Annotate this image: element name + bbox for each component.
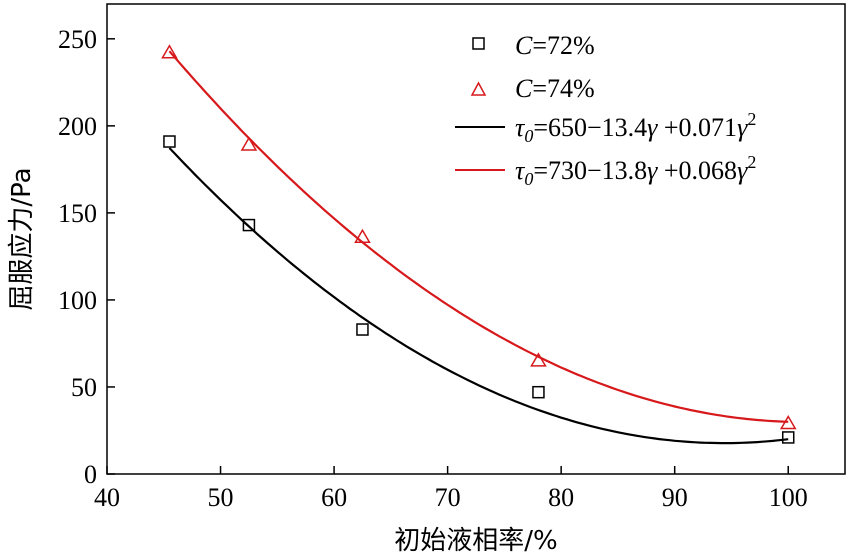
y-tick-label: 200	[58, 112, 97, 141]
x-tick-label: 90	[662, 483, 688, 512]
y-tick-label: 0	[84, 460, 97, 489]
y-tick-label: 250	[58, 25, 97, 54]
data-point-triangle	[530, 352, 547, 367]
fit-line-2	[168, 147, 789, 445]
data-markers	[161, 44, 797, 444]
y-axis-label: 屈服应力/Pa	[7, 167, 37, 310]
legend-label-c72: C=72%	[515, 31, 595, 60]
x-tick-label: 100	[769, 483, 808, 512]
legend-label-fit-74: τ0=730−13.8γ +0.068γ2	[515, 152, 756, 189]
legend: C=72% C=74% τ0=650−13.4γ +0.071γ2 τ0=730…	[455, 31, 756, 189]
x-tick-label: 60	[321, 483, 347, 512]
legend-label-fit-72: τ0=650−13.4γ +0.071γ2	[515, 109, 756, 146]
x-tick-label: 50	[208, 483, 234, 512]
data-point-triangle	[161, 44, 178, 59]
data-point-square	[356, 323, 369, 336]
data-point-square	[532, 385, 545, 399]
y-tick-label: 50	[71, 373, 97, 402]
y-tick-label: 100	[58, 286, 97, 315]
x-tick-label: 40	[94, 483, 120, 512]
fit-curves	[168, 50, 789, 445]
y-tick-label: 150	[58, 199, 97, 228]
legend-marker-triangle	[470, 81, 487, 96]
data-point-square	[163, 135, 176, 148]
data-point-triangle	[240, 136, 258, 151]
x-axis-label: 初始液相率/%	[394, 526, 557, 556]
legend-label-c74: C=74%	[515, 74, 595, 103]
legend-marker-square	[472, 37, 485, 50]
x-tick-label: 80	[548, 483, 574, 512]
axis-ticks: 40 50 60 70 80 90 100 0 50 100 150 200 250	[58, 25, 808, 512]
data-point-square	[781, 431, 795, 444]
data-point-triangle	[779, 415, 797, 430]
data-point-square	[242, 218, 256, 232]
fit-line-3	[168, 50, 789, 423]
plot-frame	[106, 3, 846, 475]
x-tick-label: 70	[435, 483, 461, 512]
data-point-triangle	[354, 228, 371, 244]
